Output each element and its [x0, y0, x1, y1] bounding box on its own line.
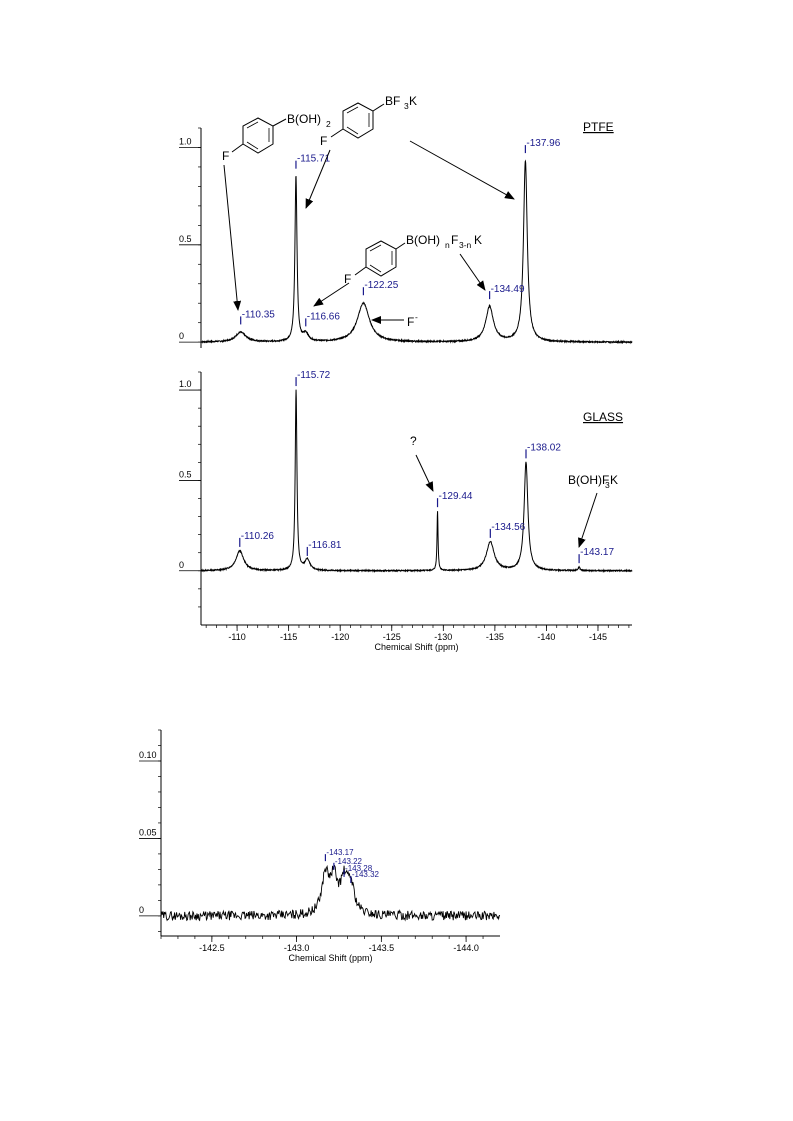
trifluoroborate-structure: BF 3 K F	[320, 94, 417, 148]
boronic-acid-fluorine: F	[222, 149, 229, 163]
x-tick-label: -125	[383, 632, 401, 642]
x-tick-label: -143.0	[284, 943, 310, 953]
y-tick-label: 0.05	[139, 827, 157, 837]
y-tick-label: 0	[179, 331, 184, 341]
fluoride-annotation: F -	[407, 312, 418, 329]
y-tick-label: 0.5	[179, 234, 192, 244]
x-tick-label: -140	[537, 632, 555, 642]
mixed-borate-fluorine-mid: F	[451, 233, 458, 247]
peak-label: -143.32	[352, 870, 380, 879]
arrow-trifluoroborate-to-137	[409, 140, 515, 200]
ptfe-spectrum-panel: 0 0.5 1.0 -110.35 -115.71 -116.66 -122.25 -134.…	[179, 127, 633, 348]
peak-label: -110.35	[242, 309, 276, 320]
y-tick-label: 0	[139, 905, 144, 915]
mixed-borate-tail: K	[474, 233, 482, 247]
peak-label: -122.25	[364, 280, 398, 291]
peak-label: -143.17	[326, 848, 354, 857]
hydroxy-trifluoroborate-group: B(OH)F	[568, 473, 609, 487]
y-tick-label: 0	[179, 560, 184, 570]
spectrum-trace	[200, 389, 633, 574]
boronic-acid-group: B(OH)	[287, 112, 321, 126]
peak-label: -110.26	[241, 531, 275, 542]
trifluoroborate-sub: 3	[404, 101, 409, 111]
x-tick-label: -130	[434, 632, 452, 642]
hydroxy-trifluoroborate-annotation: B(OH)F 3 K	[568, 473, 618, 490]
x-tick-label: -145	[589, 632, 607, 642]
mixed-borate-sub-n: n	[445, 240, 450, 250]
boronic-acid-sub: 2	[326, 119, 331, 129]
mixed-borate-fluorine: F	[344, 272, 351, 286]
fluoride-charge: -	[415, 312, 418, 322]
hydroxy-trifluoroborate-sub: 3	[605, 480, 610, 490]
y-tick-label: 0.5	[179, 469, 192, 479]
inset-spectrum-panel: 0 0.05 0.10 -142.5 -143.0 -143.5 -144.0 Chemica…	[139, 729, 501, 963]
mixed-borate-sub-3n: 3-n	[459, 240, 472, 250]
y-tick-label: 0.10	[139, 750, 157, 760]
x-tick-label: -110	[228, 632, 245, 642]
peak-label: -134.56	[491, 522, 525, 533]
arrow-boronic-acid-to-115	[305, 149, 331, 209]
trifluoroborate-group: BF	[385, 94, 400, 108]
x-tick-label: -143.5	[369, 943, 395, 953]
y-tick-label: 1.0	[179, 379, 192, 389]
x-tick-label: -142.5	[199, 943, 225, 953]
arrow-unknown-to-129	[415, 454, 434, 492]
x-axis-title: Chemical Shift (ppm)	[288, 953, 372, 963]
arrow-boronic-acid-to-110	[223, 164, 242, 311]
hydroxy-trifluoroborate-tail: K	[610, 473, 618, 487]
x-tick-label: -115	[280, 632, 297, 642]
mixed-borate-group: B(OH)	[406, 233, 440, 247]
peak-label: -134.49	[491, 284, 525, 295]
glass-spectrum-panel: 0 0.5 1.0 -110 -115 -120 -125 -130 -135 -140 -145 C…	[179, 370, 633, 652]
arrow-mixed-to-134	[459, 253, 486, 291]
peak-label: -116.66	[307, 311, 341, 322]
spectrum-trace	[160, 864, 501, 922]
x-axis-title: Chemical Shift (ppm)	[374, 642, 458, 652]
peak-label: -143.22	[335, 857, 363, 866]
annotation-arrows	[223, 140, 598, 548]
peak-label: -143.28	[345, 864, 373, 873]
peak-label: -116.81	[308, 540, 342, 551]
boronic-acid-structure: B(OH) 2 F	[222, 112, 331, 163]
glass-label: GLASS	[583, 410, 623, 424]
peak-label: -137.96	[526, 138, 560, 149]
ptfe-label: PTFE	[583, 120, 614, 134]
peak-label: -129.44	[439, 491, 473, 502]
peak-label: -138.02	[527, 442, 561, 453]
unknown-peak-label: ?	[410, 434, 417, 448]
x-tick-label: -120	[331, 632, 349, 642]
spectrum-trace	[200, 159, 633, 345]
peak-label: -143.17	[580, 547, 614, 558]
peak-label: -115.72	[297, 370, 331, 381]
x-tick-label: -135	[486, 632, 504, 642]
x-tick-label: -144.0	[453, 943, 479, 953]
y-tick-label: 1.0	[179, 136, 192, 146]
mixed-borate-structure: B(OH) n F 3-n K F	[344, 233, 482, 286]
peak-label: -115.71	[297, 154, 331, 165]
arrow-mixed-to-116	[313, 282, 350, 307]
trifluoroborate-tail: K	[409, 94, 417, 108]
arrow-hydroxy-trifluoroborate-to-143	[578, 492, 598, 548]
trifluoroborate-fluorine: F	[320, 134, 327, 148]
fluoride-label: F	[407, 315, 414, 329]
